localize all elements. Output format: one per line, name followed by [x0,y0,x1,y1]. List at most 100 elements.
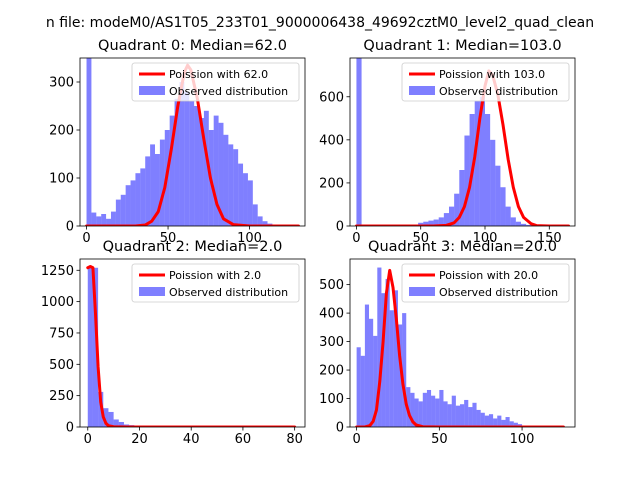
legend-hist-swatch [409,86,435,95]
legend-hist-swatch [139,86,165,95]
x-tick-label: 100 [473,231,498,246]
histogram-bar [110,211,116,226]
histogram-bar [438,217,444,226]
histogram-bar [423,221,429,226]
poisson-line [86,265,297,427]
histogram-bar [159,139,165,226]
histogram-bar [521,223,527,226]
x-tick-label: 20 [131,432,148,447]
histogram-bar [252,204,258,226]
y-tick-label: 100 [49,172,74,187]
histogram-bar [454,193,460,226]
histogram-bar [189,101,195,226]
y-tick-label: 200 [319,364,344,379]
histogram-bar [443,401,448,427]
plot-area [355,267,565,427]
x-tick-label: 0 [82,231,90,246]
histogram-bar [464,135,470,226]
legend: Poission with 62.0 Observed distribution [131,62,300,102]
plot-area [354,58,571,226]
chart-panel-1: 0 50 100 150 0 200 400 600 Quadrant 1: Median=10… [319,38,576,246]
chart-panel-2: 0 20 40 60 80 0 250 500 750 1000 1250 Quadrant 2: M… [41,239,306,447]
histogram-bar [509,421,514,427]
figure-suptitle: n file: modeM0/AS1T05_233T01_9000006438_… [46,15,594,31]
histogram-bar [488,414,494,427]
histogram-bar [422,392,427,427]
histogram-bar [460,404,465,427]
histogram-bar [145,156,151,226]
y-tick-label: 0 [66,220,74,235]
histogram-bar [455,405,461,427]
histogram-bar [443,213,449,226]
axes-frame [79,258,306,428]
histogram-bar [174,98,180,226]
y-tick-label: 1000 [41,295,74,310]
histogram-bar [360,355,365,427]
histogram-bar [87,266,93,427]
histogram-bar [479,96,485,226]
histogram-bar [505,206,511,226]
y-tick-label: 600 [319,90,344,105]
histogram-bar [115,199,121,226]
histogram-bar [257,216,263,226]
histogram-bar [169,115,175,226]
axes-frame [349,57,576,227]
x-tick-label: 80 [286,432,303,447]
legend: Poission with 20.0 Observed distribution [401,263,570,303]
histogram-bar [474,101,480,226]
axes-frame [79,57,306,227]
poisson-line [355,268,565,427]
y-tick-label: 1250 [41,264,74,279]
histogram-bar [101,214,107,226]
histogram-bar [459,170,465,226]
legend: Poission with 2.0 Observed distribution [131,263,300,303]
chart-panel-0: 0 50 100 0 100 200 300 Quadrant 0: Median=62.0 P… [49,38,306,246]
x-tick-label: 50 [160,231,177,246]
histogram-bar [526,224,532,226]
histogram-bar [468,407,473,427]
histogram-bar [356,58,362,226]
y-tick-label: 0 [336,421,344,436]
histogram-bar [356,347,361,427]
histogram-bar [113,419,119,427]
legend-line-label: Poission with 2.0 [169,269,261,282]
histogram-bar [433,219,439,226]
histogram-bar [106,218,111,226]
x-tick-label: 40 [183,432,200,447]
histogram-bar [130,180,136,226]
histogram-bar [428,220,434,226]
histogram-bar [155,154,160,226]
legend-hist-label: Observed distribution [169,286,288,299]
chart-title: Quadrant 2: Median=2.0 [103,239,283,255]
chart-panel-3: 0 50 100 0 100 200 300 400 500 Quadrant 3: Median… [319,239,576,447]
histogram-bar [385,278,390,427]
histogram-bar [493,418,498,427]
chart-title: Quadrant 0: Median=62.0 [98,38,287,54]
histogram-bar [402,313,407,427]
y-tick-label: 200 [319,176,344,191]
legend-box [401,263,570,303]
histogram-bar [464,399,469,427]
y-tick-label: 750 [49,326,74,341]
histogram-bar [238,163,244,226]
y-tick-label: 250 [49,389,74,404]
histogram-bar [414,398,419,427]
y-tick-label: 300 [319,335,344,350]
legend-line-label: Poission with 103.0 [439,68,545,81]
histogram-bar [86,58,92,226]
legend-line-label: Poission with 62.0 [169,68,268,81]
y-tick-label: 100 [319,392,344,407]
histogram-bar [150,144,155,226]
x-tick-label: 100 [510,432,535,447]
histogram-bar [418,401,423,427]
legend-hist-swatch [139,287,165,296]
histogram-bar [218,122,224,226]
histogram-bar [500,187,506,226]
x-tick-label: 0 [352,432,360,447]
legend-hist-label: Observed distribution [439,85,558,98]
histogram-bar [103,408,109,427]
histogram-bar [120,194,126,226]
histogram-bar [451,395,456,427]
